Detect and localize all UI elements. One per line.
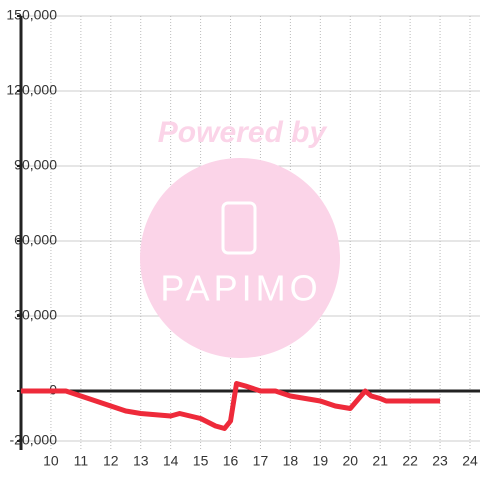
y-tick-label: 150,000 — [6, 7, 57, 23]
x-tick-label: 10 — [43, 453, 59, 469]
x-tick-label: 12 — [103, 453, 119, 469]
x-tick-label: 21 — [372, 453, 388, 469]
x-tick-label: 24 — [462, 453, 478, 469]
watermark-icon — [221, 201, 257, 255]
x-tick-label: 18 — [283, 453, 299, 469]
watermark-circle — [140, 158, 340, 358]
watermark-text: Powered by — [158, 116, 328, 149]
x-tick-label: 23 — [432, 453, 448, 469]
watermark-logo: PAPIMO — [160, 268, 321, 309]
x-tick-label: 13 — [133, 453, 149, 469]
line — [21, 381, 441, 431]
x-tick-label: 19 — [313, 453, 329, 469]
y-tick-label: 30,000 — [14, 307, 57, 323]
x-tick-label: 11 — [74, 453, 89, 469]
y-tick-label: 90,000 — [14, 157, 57, 173]
x-tick-label: 16 — [223, 453, 239, 469]
x-tick-label: 22 — [402, 453, 418, 469]
x-tick-label: 20 — [342, 453, 358, 469]
x-tick-label: 15 — [193, 453, 209, 469]
y-tick-label: -20,000 — [10, 432, 58, 448]
y-tick-label: 120,000 — [6, 82, 57, 98]
x-tick-label: 14 — [163, 453, 179, 469]
y-tick-label: 60,000 — [14, 232, 57, 248]
x-tick-label: 17 — [253, 453, 269, 469]
